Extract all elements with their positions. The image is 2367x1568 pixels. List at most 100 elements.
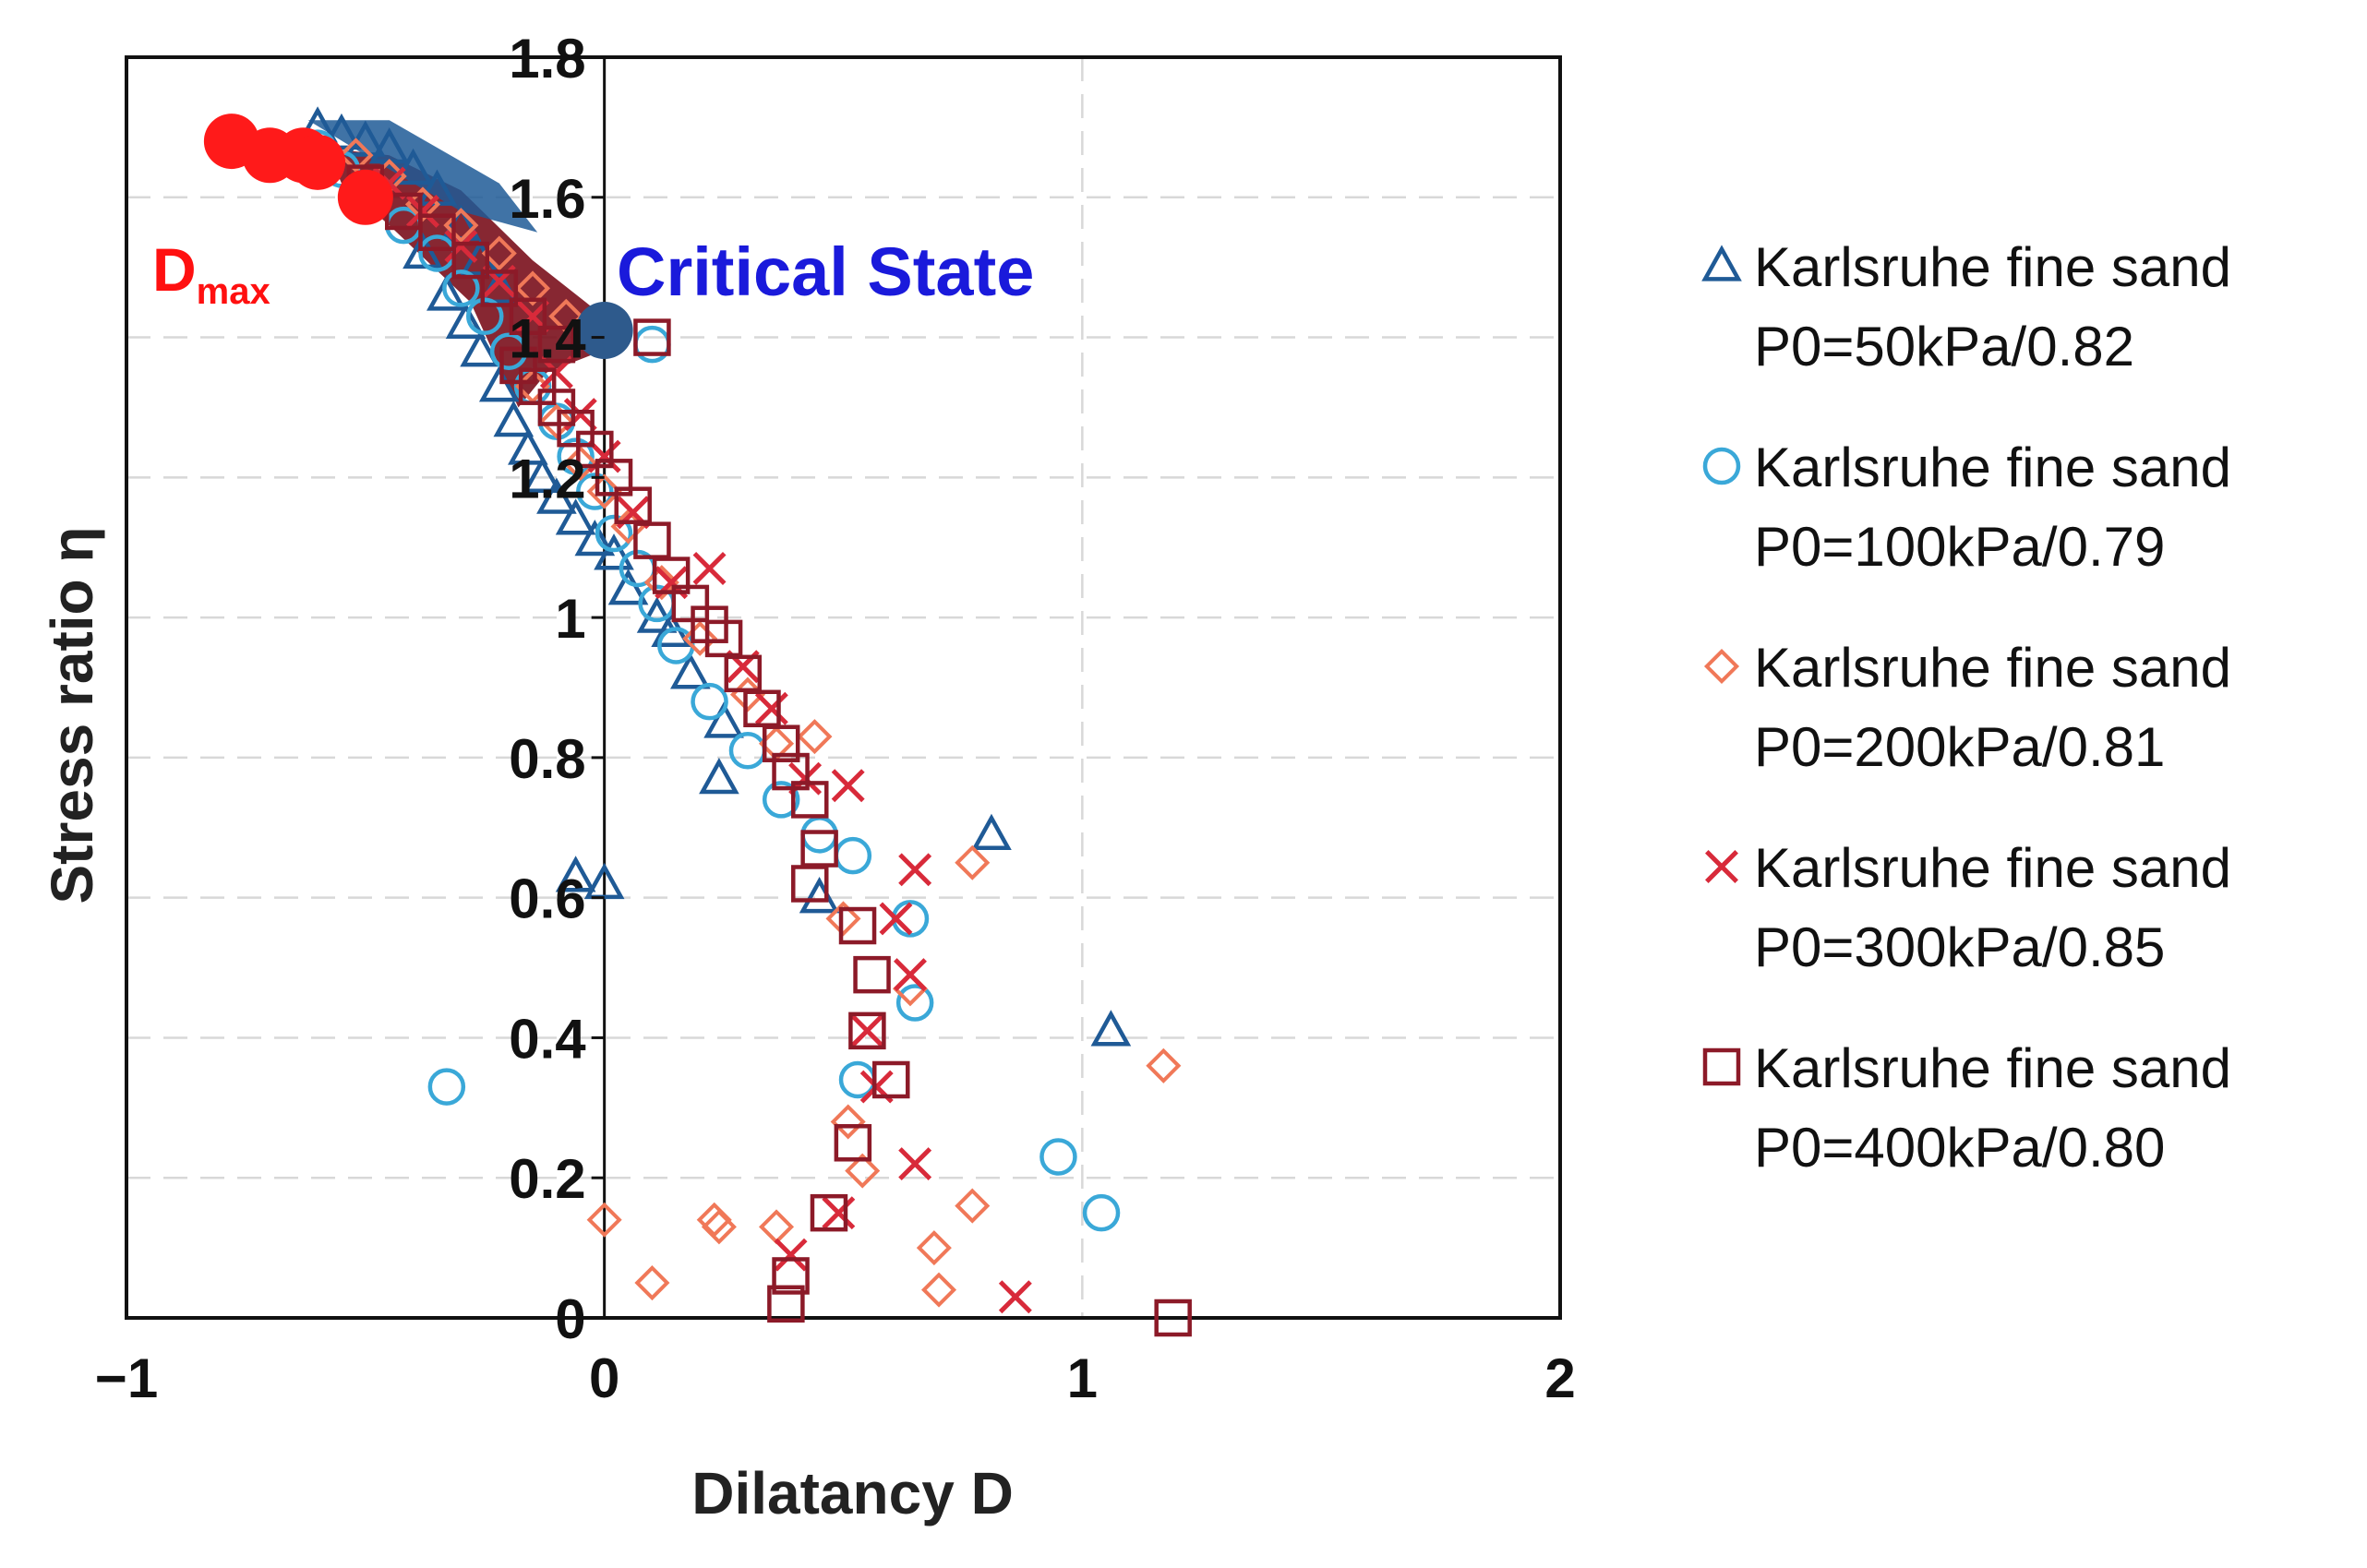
cross-marker — [405, 194, 439, 228]
diamond-marker — [921, 1272, 957, 1308]
square-marker — [480, 269, 519, 307]
legend-item-4: Karlsruhe fine sand P0=300kPa/0.85 — [1705, 837, 2231, 978]
data-series — [297, 106, 1192, 1337]
y-axis-title: Stress ratio η — [39, 526, 105, 904]
square-marker — [1702, 1047, 1741, 1086]
triangle-marker — [971, 813, 1012, 851]
diamond-marker — [1703, 648, 1740, 685]
cross-marker — [898, 853, 932, 887]
series-4 — [372, 166, 1032, 1314]
dmax-annotation-main: D — [152, 235, 197, 304]
diamond-marker — [916, 1230, 952, 1266]
dmax-point — [337, 169, 393, 225]
diamond-marker — [682, 620, 718, 656]
y-tick-label: 1 — [555, 588, 585, 650]
legend-item-condition: P0=50kPa/0.82 — [1754, 316, 2134, 377]
triangle-marker — [445, 302, 487, 340]
y-tick-label: 0.6 — [509, 868, 585, 930]
triangle-marker — [555, 498, 596, 535]
circle-marker — [728, 732, 767, 770]
square-marker — [537, 389, 576, 426]
y-tick-label: 1.6 — [509, 168, 585, 230]
square-marker — [633, 521, 671, 559]
triangle-marker — [1090, 1010, 1132, 1047]
diamond-marker — [548, 298, 584, 334]
diamond-marker — [538, 403, 574, 439]
square-marker — [691, 605, 728, 643]
circle-marker — [1702, 447, 1741, 485]
cross-marker — [754, 691, 788, 725]
x-tick-label: 1 — [1067, 1347, 1098, 1409]
square-marker — [838, 906, 877, 945]
triangle-marker — [478, 365, 520, 402]
triangle-marker — [670, 652, 711, 689]
dmax-point — [290, 134, 346, 190]
y-tick-label: 1.8 — [509, 28, 585, 90]
cross-marker — [998, 1280, 1032, 1314]
plot-area-frame — [125, 55, 1562, 1320]
x-tick-label: 0 — [589, 1347, 619, 1409]
y-tick-label: 1.4 — [509, 308, 586, 370]
x-tick-label: −1 — [95, 1347, 158, 1409]
square-marker — [633, 318, 671, 356]
square-marker — [557, 409, 595, 448]
triangle-marker — [536, 477, 577, 514]
triangle-marker — [607, 569, 649, 605]
square-marker — [791, 865, 829, 903]
triangle-marker — [427, 274, 467, 311]
cross-marker — [1705, 850, 1738, 883]
cross-marker — [879, 902, 913, 936]
circle-marker — [762, 781, 800, 819]
cross-marker — [898, 1147, 932, 1181]
diamond-marker — [643, 565, 679, 601]
triangle-marker — [460, 330, 500, 367]
square-marker — [791, 781, 829, 819]
legend-item-name: Karlsruhe fine sand — [1754, 437, 2231, 498]
legend: Karlsruhe fine sandP0=50kPa/0.82Karlsruh… — [1701, 236, 2231, 1179]
cross-marker — [894, 958, 927, 992]
square-marker — [1154, 1299, 1192, 1337]
square-marker — [772, 1257, 810, 1295]
grid-lines — [126, 57, 1560, 1318]
y-tick-label: 0.2 — [509, 1148, 585, 1210]
circle-marker — [489, 332, 528, 370]
diamond-marker — [514, 270, 551, 306]
diamond-marker — [830, 1104, 866, 1140]
legend-item-1: Karlsruhe fine sand P0=50kPa/0.82 — [1701, 236, 2231, 377]
y-tick-label: 0.4 — [509, 1008, 586, 1070]
cross-marker — [692, 552, 727, 585]
diamond-marker — [443, 208, 479, 244]
y-tick-label: 0.8 — [509, 728, 585, 790]
triangle-marker — [594, 533, 634, 570]
dmax-annotation: Dmax — [152, 235, 270, 312]
triangle-marker — [799, 877, 840, 914]
legend-item-5: Karlsruhe fine sand P0=400kPa/0.80 — [1702, 1037, 2231, 1179]
tick-labels: 0 0.2 0.4 0.6 0.8 1 1.2 1.4 1.6 1.8 −1 0 1 2 — [95, 28, 1576, 1409]
circle-marker — [1039, 1138, 1077, 1176]
diamond-marker — [845, 1153, 881, 1189]
square-marker — [743, 689, 781, 728]
square-marker — [872, 1060, 910, 1099]
critical-state-annotation: Critical State — [617, 233, 1034, 310]
cross-marker — [774, 1238, 808, 1272]
diamond-marker — [758, 1209, 795, 1245]
x-axis-title: Dilatancy D — [691, 1460, 1014, 1526]
square-marker — [671, 584, 710, 623]
square-marker — [762, 724, 800, 762]
square-marker — [509, 297, 547, 336]
diamond-marker — [1146, 1047, 1182, 1083]
legend-item-condition: P0=100kPa/0.79 — [1754, 516, 2165, 578]
diamond-marker — [701, 1209, 737, 1245]
critical-state-point — [575, 301, 633, 359]
circle-marker — [834, 836, 872, 875]
square-marker — [704, 619, 743, 658]
y-tick-label: 1.2 — [509, 448, 585, 509]
diamond-marker — [955, 1188, 991, 1224]
legend-item-condition: P0=400kPa/0.80 — [1754, 1117, 2165, 1179]
circle-marker — [427, 1068, 466, 1106]
highlight-points — [203, 114, 633, 359]
triangle-marker — [392, 148, 434, 186]
triangle-marker — [522, 456, 563, 493]
square-marker — [767, 1285, 805, 1323]
diamond-marker — [955, 844, 991, 880]
